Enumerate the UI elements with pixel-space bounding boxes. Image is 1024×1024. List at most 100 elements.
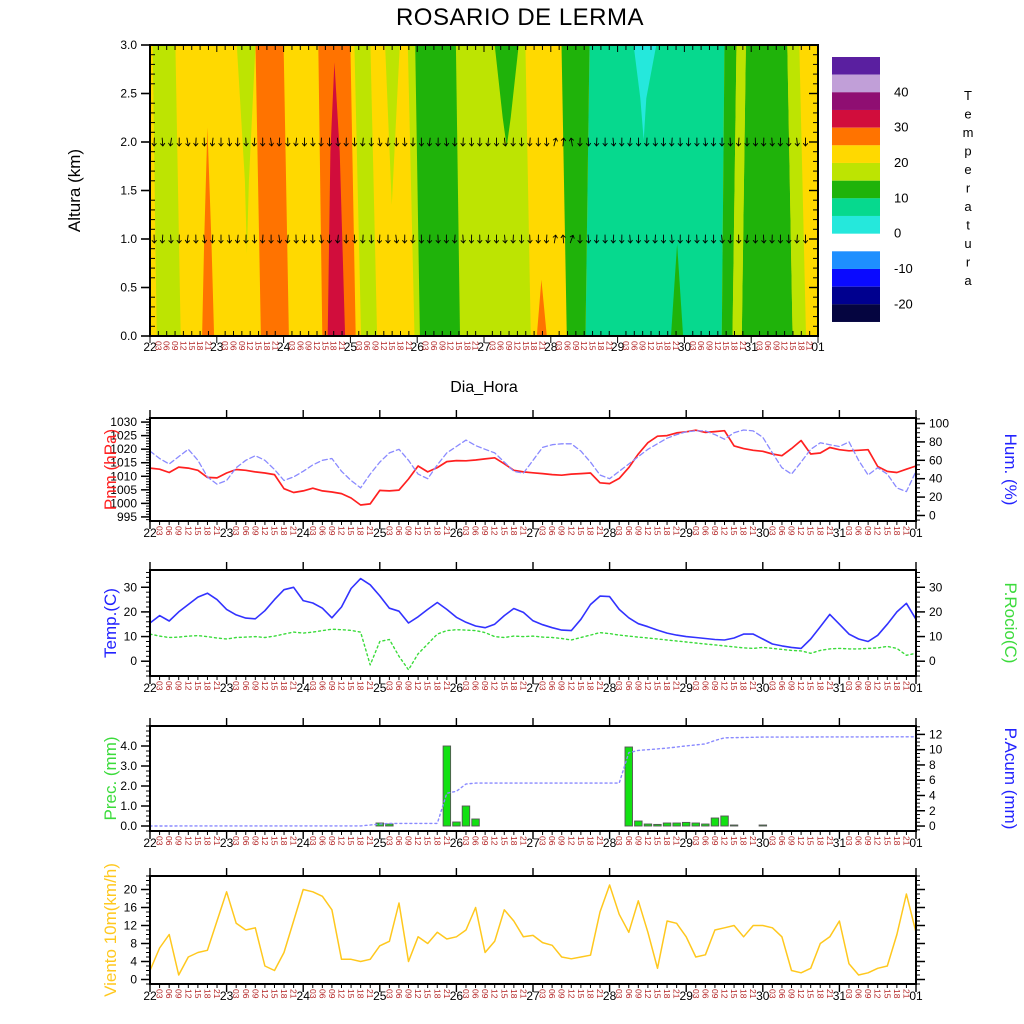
svg-text:15: 15 bbox=[806, 681, 816, 691]
svg-text:12: 12 bbox=[512, 341, 522, 351]
svg-text:06: 06 bbox=[700, 681, 710, 691]
svg-text:15: 15 bbox=[576, 526, 586, 536]
svg-text:18: 18 bbox=[892, 989, 902, 999]
svg-text:15: 15 bbox=[454, 341, 464, 351]
svg-text:31: 31 bbox=[833, 526, 847, 540]
svg-text:12: 12 bbox=[713, 341, 723, 351]
svg-text:21: 21 bbox=[748, 526, 758, 536]
svg-text:03: 03 bbox=[691, 681, 701, 691]
prec-bar bbox=[729, 824, 739, 827]
svg-text:21: 21 bbox=[270, 341, 280, 351]
svg-text:03: 03 bbox=[487, 341, 497, 351]
svg-text:18: 18 bbox=[662, 836, 672, 846]
svg-text:25: 25 bbox=[373, 526, 387, 540]
svg-text:15: 15 bbox=[652, 526, 662, 536]
colorbar-swatch bbox=[832, 286, 880, 305]
svg-text:03: 03 bbox=[308, 836, 318, 846]
svg-text:27: 27 bbox=[526, 681, 540, 695]
svg-text:12: 12 bbox=[413, 681, 423, 691]
svg-text:u: u bbox=[964, 236, 971, 251]
svg-text:15: 15 bbox=[193, 989, 203, 999]
svg-text:12: 12 bbox=[780, 341, 790, 351]
svg-text:21: 21 bbox=[595, 681, 605, 691]
svg-text:15: 15 bbox=[576, 836, 586, 846]
svg-text:21: 21 bbox=[672, 836, 682, 846]
svg-text:06: 06 bbox=[394, 681, 404, 691]
svg-text:12: 12 bbox=[929, 727, 943, 741]
svg-text:03: 03 bbox=[220, 341, 230, 351]
svg-text:1025: 1025 bbox=[110, 429, 137, 443]
svg-text:09: 09 bbox=[404, 836, 414, 846]
svg-text:18: 18 bbox=[279, 526, 289, 536]
svg-text:03: 03 bbox=[538, 836, 548, 846]
svg-text:18: 18 bbox=[892, 681, 902, 691]
svg-text:21: 21 bbox=[518, 681, 528, 691]
svg-text:15: 15 bbox=[269, 989, 279, 999]
svg-text:09: 09 bbox=[633, 526, 643, 536]
svg-text:22: 22 bbox=[143, 681, 157, 695]
svg-text:12: 12 bbox=[413, 836, 423, 846]
svg-text:23: 23 bbox=[220, 681, 234, 695]
svg-text:12: 12 bbox=[720, 681, 730, 691]
temperature-contour-panel: 0.0 0.5 1.0 1.5 2.0 2.5 3.0 22 23 24 25 26 27 28 29 30 3… bbox=[65, 38, 825, 396]
svg-text:15: 15 bbox=[187, 341, 197, 351]
svg-text:22: 22 bbox=[143, 340, 157, 354]
svg-text:t: t bbox=[966, 218, 970, 233]
svg-text:18: 18 bbox=[662, 526, 672, 536]
svg-text:29: 29 bbox=[680, 989, 694, 1003]
svg-text:18: 18 bbox=[739, 989, 749, 999]
svg-text:15: 15 bbox=[652, 681, 662, 691]
svg-text:25: 25 bbox=[344, 340, 358, 354]
svg-text:20: 20 bbox=[124, 883, 138, 897]
svg-text:09: 09 bbox=[327, 681, 337, 691]
svg-text:06: 06 bbox=[164, 836, 174, 846]
svg-text:06: 06 bbox=[317, 989, 327, 999]
svg-text:03: 03 bbox=[614, 526, 624, 536]
svg-text:03: 03 bbox=[844, 526, 854, 536]
svg-text:06: 06 bbox=[777, 836, 787, 846]
svg-text:09: 09 bbox=[638, 341, 648, 351]
svg-text:09: 09 bbox=[170, 341, 180, 351]
svg-text:09: 09 bbox=[787, 681, 797, 691]
svg-text:29: 29 bbox=[611, 340, 625, 354]
svg-text:18: 18 bbox=[462, 341, 472, 351]
prec-bar bbox=[634, 820, 643, 827]
colorbar-swatch bbox=[832, 57, 880, 75]
svg-text:0: 0 bbox=[130, 973, 137, 987]
svg-text:Altura (km): Altura (km) bbox=[65, 149, 84, 232]
svg-text:15: 15 bbox=[346, 836, 356, 846]
svg-text:29: 29 bbox=[680, 836, 694, 850]
svg-text:06: 06 bbox=[241, 681, 251, 691]
svg-text:12: 12 bbox=[337, 989, 347, 999]
svg-text:-20: -20 bbox=[894, 296, 913, 311]
svg-text:21: 21 bbox=[404, 341, 414, 351]
svg-text:8: 8 bbox=[929, 758, 936, 772]
svg-text:03: 03 bbox=[767, 836, 777, 846]
svg-text:Viento 10m(km/h): Viento 10m(km/h) bbox=[101, 863, 120, 997]
svg-text:18: 18 bbox=[815, 681, 825, 691]
svg-text:03: 03 bbox=[461, 836, 471, 846]
svg-text:06: 06 bbox=[854, 526, 864, 536]
contour-bands bbox=[150, 45, 818, 336]
series-hum bbox=[149, 429, 917, 493]
svg-text:24: 24 bbox=[277, 340, 291, 354]
svg-text:1010: 1010 bbox=[110, 469, 137, 483]
svg-text:09: 09 bbox=[480, 836, 490, 846]
svg-text:15: 15 bbox=[721, 341, 731, 351]
svg-text:09: 09 bbox=[250, 836, 260, 846]
svg-text:03: 03 bbox=[384, 681, 394, 691]
colorbar-swatch bbox=[832, 145, 880, 163]
svg-text:2: 2 bbox=[929, 804, 936, 818]
svg-text:15: 15 bbox=[521, 341, 531, 351]
svg-text:18: 18 bbox=[596, 341, 606, 351]
svg-text:09: 09 bbox=[370, 341, 380, 351]
svg-text:10: 10 bbox=[929, 743, 943, 757]
prec-bar bbox=[691, 822, 700, 827]
svg-text:09: 09 bbox=[863, 526, 873, 536]
svg-text:09: 09 bbox=[480, 526, 490, 536]
page-title: ROSARIO DE LERMA bbox=[395, 4, 645, 31]
svg-text:21: 21 bbox=[825, 989, 835, 999]
